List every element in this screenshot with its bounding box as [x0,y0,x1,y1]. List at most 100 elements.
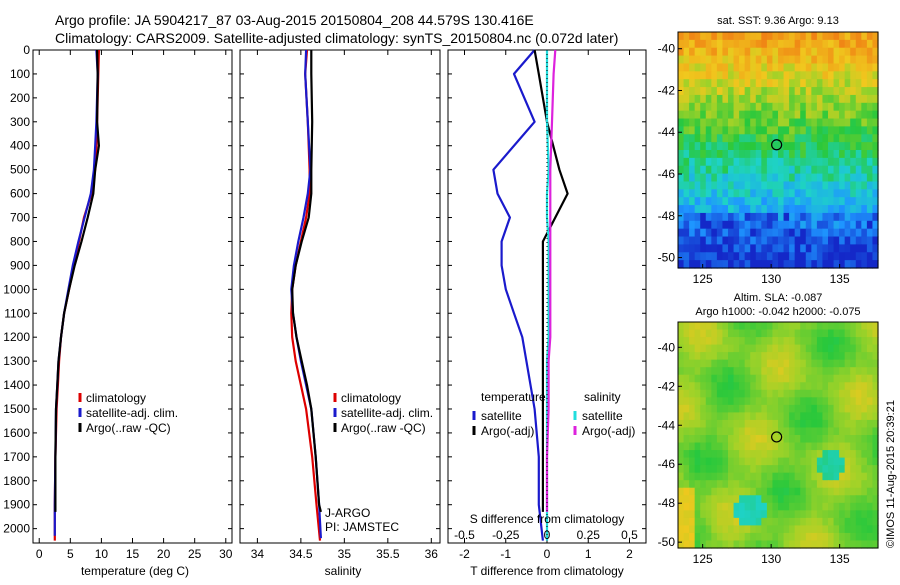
heatmap-cell [816,322,824,331]
heatmap-cell [711,142,718,151]
heatmap-cell [794,525,801,534]
heatmap-cell [716,55,724,65]
heatmap-cell [683,39,690,49]
heatmap-cell [866,322,874,331]
heatmap-cell [750,63,757,72]
heatmap-cell [833,435,840,444]
heatmap-cell [861,419,868,429]
heatmap-cell [844,404,851,413]
heatmap-cell [778,94,785,104]
heatmap-cell [678,244,685,253]
heatmap-cell [822,419,829,429]
heatmap-cell [855,142,862,151]
heatmap-cell [811,142,818,151]
heatmap-cell [678,118,685,127]
heatmap-cell [744,197,751,206]
x-tick-label: 125 [693,552,713,566]
y-tick-label: -42 [658,83,676,97]
heatmap-cell [700,244,707,253]
heatmap-cell [700,173,707,183]
heatmap-cell [866,502,874,511]
heatmap-cell [728,419,735,429]
heatmap-cell [711,236,718,245]
heatmap-cell [750,442,757,451]
heatmap-cell [822,134,829,143]
heatmap-cell [839,389,846,398]
heatmap-cell [872,110,879,120]
heatmap-cell [822,142,829,151]
heatmap-cell [828,197,835,206]
heatmap-cell [850,244,857,253]
heatmap-cell [700,374,707,383]
heatmap-cell [778,412,785,421]
heatmap-cell [716,228,724,238]
heatmap-cell [689,39,696,49]
heatmap-cell [722,79,729,88]
heatmap-cell [822,220,829,230]
heatmap-cell [739,525,746,534]
heatmap-cell [855,212,862,222]
heatmap-cell [805,118,812,127]
heatmap-cell [755,495,762,504]
heatmap-cell [766,457,774,466]
heatmap-cell [789,404,796,413]
heatmap-cell [839,427,846,436]
heatmap-cell [694,457,701,466]
heatmap-cell [733,382,740,391]
heatmap-cell [722,197,729,206]
heatmap-cell [705,397,712,406]
heatmap-cell [772,465,779,474]
heatmap-cell [722,517,729,526]
heatmap-cell [844,532,851,542]
heatmap-cell [833,329,840,338]
heatmap-cell [755,389,762,398]
heatmap-cell [866,374,874,383]
heatmap-cell [872,337,879,346]
heatmap-cell [705,173,712,183]
sla-map-panel: 125 130 135-40-42-44-46-48-50 [658,321,879,566]
heatmap-cell [805,236,812,245]
heatmap-cell [805,55,812,65]
heatmap-cell [805,63,812,72]
heatmap-cell [689,427,696,436]
heatmap-cell [811,502,818,511]
heatmap-cell [844,126,851,135]
heatmap-cell [678,212,685,222]
heatmap-cell [833,205,840,214]
heatmap-cell [828,472,835,481]
heatmap-cell [861,412,868,421]
heatmap-cell [700,480,707,489]
heatmap-cell [716,236,724,245]
heatmap-cell [728,47,735,57]
heatmap-cell [805,435,812,444]
heatmap-cell [850,118,857,127]
heatmap-cell [744,63,751,72]
heatmap-cell [816,419,824,429]
heatmap-cell [678,55,685,65]
heatmap-cell [811,236,818,245]
heatmap-cell [816,517,824,526]
heatmap-cell [716,322,724,331]
y-tick-label: -42 [658,379,676,393]
heatmap-cell [728,228,735,238]
heatmap-cell [805,442,812,451]
heatmap-cell [850,32,857,41]
heatmap-cell [800,352,807,361]
heatmap-cell [866,71,874,80]
heatmap-cell [844,510,851,519]
heatmap-cell [872,142,879,151]
heatmap-cell [811,47,818,57]
heatmap-cell [789,442,796,451]
y-tick-label: 1400 [3,378,30,392]
heatmap-cell [744,55,751,65]
heatmap-cell [744,419,751,429]
heatmap-cell [728,79,735,88]
heatmap-cell [733,94,740,104]
heatmap-cell [839,472,846,481]
heatmap-cell [805,134,812,143]
heatmap-cell [705,510,712,519]
heatmap-cell [861,517,868,526]
heatmap-cell [811,487,818,496]
heatmap-cell [772,197,779,206]
heatmap-cell [861,47,868,57]
